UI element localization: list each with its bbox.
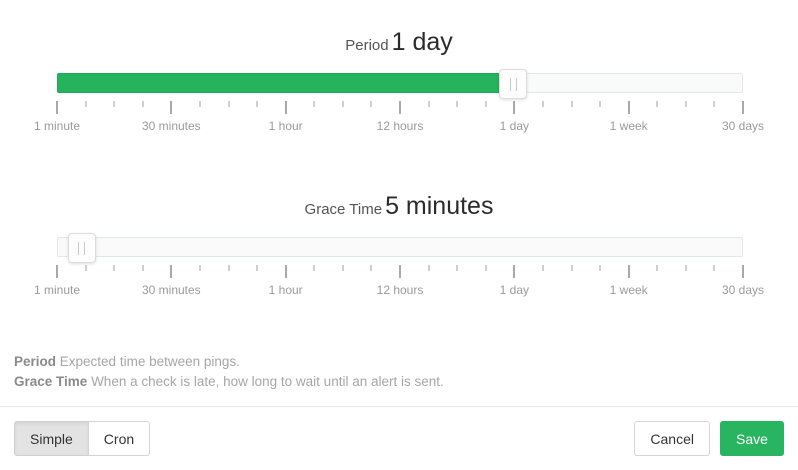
tick-minor <box>198 101 201 107</box>
grip-icon <box>509 77 517 91</box>
tick-major <box>513 101 516 114</box>
tick-major <box>170 101 173 114</box>
tick-minor <box>656 265 659 271</box>
tick-label: 1 minute <box>33 283 81 297</box>
tick-label: 30 days <box>721 119 765 133</box>
tick-major <box>284 265 287 278</box>
tick-major <box>399 101 401 114</box>
tick-label: 30 minutes <box>141 119 201 133</box>
tick-minor <box>313 101 316 107</box>
grace-slider-tick-labels: 1 minute 30 minutes 1 hour 12 hours 1 day 1 w… <box>34 282 764 298</box>
tick-minor <box>370 265 373 271</box>
tick-label: 1 minute <box>33 119 81 133</box>
grace-slider-group: Grace Time 5 minutes 1 minute 30 minutes 1 … <box>0 194 798 298</box>
tick-minor <box>84 265 87 271</box>
period-slider-group: Period 1 day 1 minute 30 minutes 1 hour 12 h… <box>0 30 798 134</box>
tick-major <box>742 101 744 114</box>
grace-slider-ticks <box>56 265 744 278</box>
tab-simple[interactable]: Simple <box>14 421 89 456</box>
tick-minor <box>113 101 116 107</box>
tick-minor <box>341 101 344 107</box>
tick-minor <box>84 101 87 107</box>
tick-minor <box>341 265 344 271</box>
tick-minor <box>427 265 430 271</box>
tick-minor <box>141 265 144 271</box>
period-heading: Period 1 day <box>0 30 798 69</box>
period-slider-tick-labels: 1 minute 30 minutes 1 hour 12 hours 1 day 1 w… <box>34 118 764 134</box>
grace-slider-track[interactable] <box>57 237 743 257</box>
tick-major <box>627 101 630 114</box>
tick-major <box>56 101 58 114</box>
tick-minor <box>227 265 230 271</box>
period-heading-label: Period <box>345 37 389 54</box>
tick-minor <box>427 101 430 107</box>
tick-label: 1 hour <box>268 283 303 297</box>
help-line-period: Period Expected time between pings. <box>14 352 444 372</box>
tick-minor <box>684 101 687 107</box>
help-term-grace: Grace Time <box>14 374 88 389</box>
help-line-grace: Grace Time When a check is late, how lon… <box>14 372 444 392</box>
tick-major <box>56 265 58 278</box>
grace-slider[interactable] <box>57 233 743 263</box>
tick-minor <box>599 101 602 107</box>
grace-heading: Grace Time 5 minutes <box>0 194 798 233</box>
tick-minor <box>456 265 459 271</box>
help-desc-period: Expected time between pings. <box>59 354 240 369</box>
tick-label: 12 hours <box>376 283 424 297</box>
period-slider-handle[interactable] <box>499 69 528 99</box>
save-button[interactable]: Save <box>720 421 784 456</box>
grip-icon <box>78 241 86 255</box>
tick-label: 1 day <box>499 283 530 297</box>
tick-major <box>513 265 516 278</box>
tick-minor <box>484 101 487 107</box>
tick-minor <box>684 265 687 271</box>
tick-minor <box>656 101 659 107</box>
tick-minor <box>113 265 116 271</box>
tick-label: 30 minutes <box>141 283 201 297</box>
tick-label: 1 week <box>609 119 648 133</box>
grace-heading-label: Grace Time <box>304 201 383 218</box>
tick-minor <box>541 101 544 107</box>
tick-minor <box>599 265 602 271</box>
tick-minor <box>570 101 573 107</box>
cancel-button[interactable]: Cancel <box>634 421 710 456</box>
help-term-period: Period <box>14 354 57 369</box>
tab-cron[interactable]: Cron <box>87 421 151 456</box>
tick-minor <box>141 101 144 107</box>
schedule-mode-tabs: Simple Cron <box>14 421 151 456</box>
grace-heading-value: 5 minutes <box>385 192 494 220</box>
tick-major <box>742 265 744 278</box>
period-heading-value: 1 day <box>391 28 453 56</box>
tick-label: 1 week <box>609 283 648 297</box>
tick-minor <box>713 265 716 271</box>
dialog-footer: Simple Cron Cancel Save <box>0 406 798 470</box>
period-slider[interactable] <box>57 69 743 99</box>
tick-minor <box>370 101 373 107</box>
tick-minor <box>484 265 487 271</box>
help-text: Period Expected time between pings. Grac… <box>14 352 444 392</box>
tick-minor <box>256 265 259 271</box>
period-slider-ticks <box>56 101 744 114</box>
tick-minor <box>456 101 459 107</box>
tick-label: 1 hour <box>268 119 303 133</box>
grace-slider-handle[interactable] <box>67 233 96 263</box>
period-slider-fill <box>57 73 514 93</box>
tick-minor <box>713 101 716 107</box>
tick-major <box>284 101 287 114</box>
tick-minor <box>541 265 544 271</box>
tick-label: 1 day <box>499 119 530 133</box>
tick-label: 12 hours <box>376 119 424 133</box>
tick-minor <box>227 101 230 107</box>
tick-minor <box>570 265 573 271</box>
tick-label: 30 days <box>721 283 765 297</box>
tick-major <box>399 265 401 278</box>
tick-minor <box>198 265 201 271</box>
tick-minor <box>313 265 316 271</box>
tick-major <box>627 265 630 278</box>
tick-minor <box>256 101 259 107</box>
tick-major <box>170 265 173 278</box>
help-desc-grace: When a check is late, how long to wait u… <box>91 374 444 389</box>
